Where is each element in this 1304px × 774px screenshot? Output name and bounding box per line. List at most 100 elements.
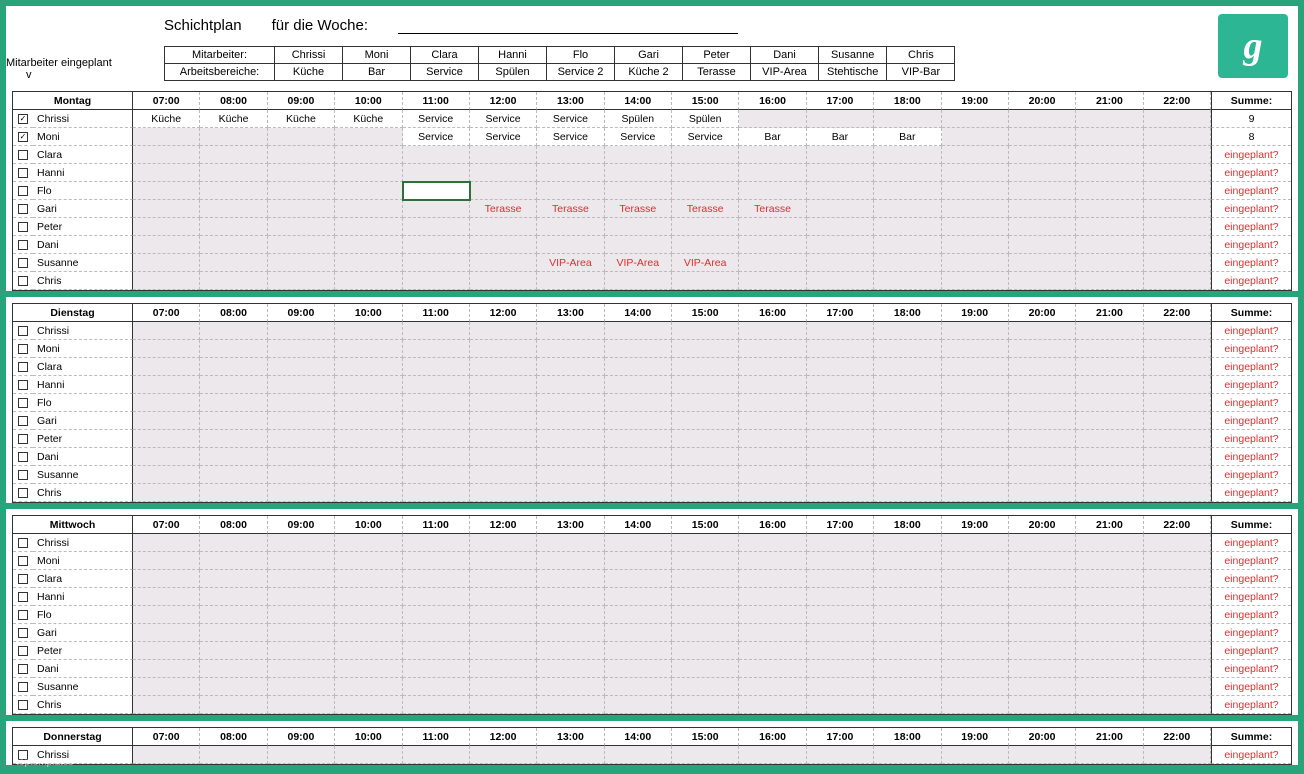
- shift-cell[interactable]: [537, 376, 604, 394]
- shift-cell[interactable]: [942, 448, 1009, 466]
- checkbox-icon[interactable]: [18, 240, 28, 250]
- shift-cell[interactable]: [268, 588, 335, 606]
- shift-cell[interactable]: [403, 552, 470, 570]
- shift-cell[interactable]: [537, 696, 604, 714]
- shift-cell[interactable]: [605, 358, 672, 376]
- shift-cell[interactable]: [268, 624, 335, 642]
- shift-cell[interactable]: [807, 606, 874, 624]
- checkbox-icon[interactable]: [18, 488, 28, 498]
- shift-cell[interactable]: [1076, 430, 1143, 448]
- checkbox-icon[interactable]: [18, 700, 28, 710]
- shift-cell[interactable]: [1009, 534, 1076, 552]
- shift-cell[interactable]: [470, 412, 537, 430]
- shift-cell[interactable]: [133, 340, 200, 358]
- shift-cell[interactable]: [605, 376, 672, 394]
- shift-cell[interactable]: [807, 430, 874, 448]
- shift-cell[interactable]: [537, 358, 604, 376]
- shift-cell[interactable]: [133, 606, 200, 624]
- shift-cell[interactable]: [335, 254, 402, 272]
- shift-cell[interactable]: [1009, 146, 1076, 164]
- shift-cell[interactable]: [1009, 236, 1076, 254]
- shift-cell[interactable]: [942, 696, 1009, 714]
- checkbox-cell[interactable]: [13, 272, 33, 290]
- checkbox-icon[interactable]: [18, 416, 28, 426]
- shift-cell[interactable]: [1076, 358, 1143, 376]
- shift-cell[interactable]: [807, 466, 874, 484]
- shift-cell[interactable]: [942, 358, 1009, 376]
- shift-cell[interactable]: [1076, 552, 1143, 570]
- checkbox-icon[interactable]: [18, 150, 28, 160]
- shift-cell[interactable]: [672, 394, 739, 412]
- shift-cell[interactable]: [807, 182, 874, 200]
- shift-cell[interactable]: [874, 322, 941, 340]
- checkbox-icon[interactable]: [18, 344, 28, 354]
- shift-cell[interactable]: [1144, 164, 1211, 182]
- shift-cell[interactable]: [403, 272, 470, 290]
- shift-cell[interactable]: [335, 660, 402, 678]
- shift-cell[interactable]: [1076, 110, 1143, 128]
- shift-cell[interactable]: [470, 358, 537, 376]
- shift-cell[interactable]: [605, 412, 672, 430]
- shift-cell[interactable]: [403, 254, 470, 272]
- shift-cell[interactable]: [605, 340, 672, 358]
- shift-cell[interactable]: [335, 376, 402, 394]
- shift-cell[interactable]: [1144, 642, 1211, 660]
- shift-cell[interactable]: [133, 218, 200, 236]
- shift-cell[interactable]: [403, 678, 470, 696]
- shift-cell[interactable]: [739, 322, 806, 340]
- shift-cell[interactable]: [133, 552, 200, 570]
- shift-cell[interactable]: [200, 552, 267, 570]
- shift-cell[interactable]: [268, 218, 335, 236]
- shift-cell[interactable]: [470, 696, 537, 714]
- shift-cell[interactable]: [942, 570, 1009, 588]
- checkbox-cell[interactable]: ✓: [13, 110, 33, 128]
- shift-cell[interactable]: [605, 534, 672, 552]
- shift-cell[interactable]: [403, 660, 470, 678]
- shift-cell[interactable]: [874, 254, 941, 272]
- shift-cell[interactable]: [739, 678, 806, 696]
- shift-cell[interactable]: [335, 218, 402, 236]
- shift-cell[interactable]: [739, 146, 806, 164]
- shift-cell[interactable]: [335, 358, 402, 376]
- shift-cell[interactable]: [1009, 340, 1076, 358]
- shift-cell[interactable]: [335, 164, 402, 182]
- shift-cell[interactable]: [200, 218, 267, 236]
- shift-cell[interactable]: [807, 678, 874, 696]
- checkbox-icon[interactable]: [18, 682, 28, 692]
- shift-cell[interactable]: [335, 200, 402, 218]
- shift-cell[interactable]: [470, 322, 537, 340]
- shift-cell[interactable]: [807, 394, 874, 412]
- checkbox-cell[interactable]: [13, 322, 33, 340]
- shift-cell[interactable]: [807, 218, 874, 236]
- shift-cell[interactable]: [470, 678, 537, 696]
- shift-cell[interactable]: [335, 624, 402, 642]
- shift-cell[interactable]: [133, 200, 200, 218]
- shift-cell[interactable]: Terasse: [739, 200, 806, 218]
- shift-cell[interactable]: [1144, 430, 1211, 448]
- shift-cell[interactable]: [470, 272, 537, 290]
- checkbox-icon[interactable]: [18, 398, 28, 408]
- shift-cell[interactable]: [942, 534, 1009, 552]
- shift-cell[interactable]: [807, 254, 874, 272]
- shift-cell[interactable]: [1076, 340, 1143, 358]
- shift-cell[interactable]: [1009, 678, 1076, 696]
- checkbox-icon[interactable]: [18, 168, 28, 178]
- shift-cell[interactable]: [874, 606, 941, 624]
- shift-cell[interactable]: Küche: [133, 110, 200, 128]
- checkbox-cell[interactable]: [13, 430, 33, 448]
- shift-cell[interactable]: [874, 200, 941, 218]
- shift-cell[interactable]: [133, 430, 200, 448]
- shift-cell[interactable]: [739, 340, 806, 358]
- shift-cell[interactable]: [403, 236, 470, 254]
- shift-cell[interactable]: [470, 534, 537, 552]
- shift-cell[interactable]: [807, 534, 874, 552]
- shift-cell[interactable]: [200, 358, 267, 376]
- shift-cell[interactable]: [807, 376, 874, 394]
- shift-cell[interactable]: [672, 430, 739, 448]
- shift-cell[interactable]: [1144, 660, 1211, 678]
- checkbox-cell[interactable]: [13, 254, 33, 272]
- shift-cell[interactable]: [874, 448, 941, 466]
- shift-cell[interactable]: [335, 588, 402, 606]
- shift-cell[interactable]: [133, 588, 200, 606]
- shift-cell[interactable]: [335, 466, 402, 484]
